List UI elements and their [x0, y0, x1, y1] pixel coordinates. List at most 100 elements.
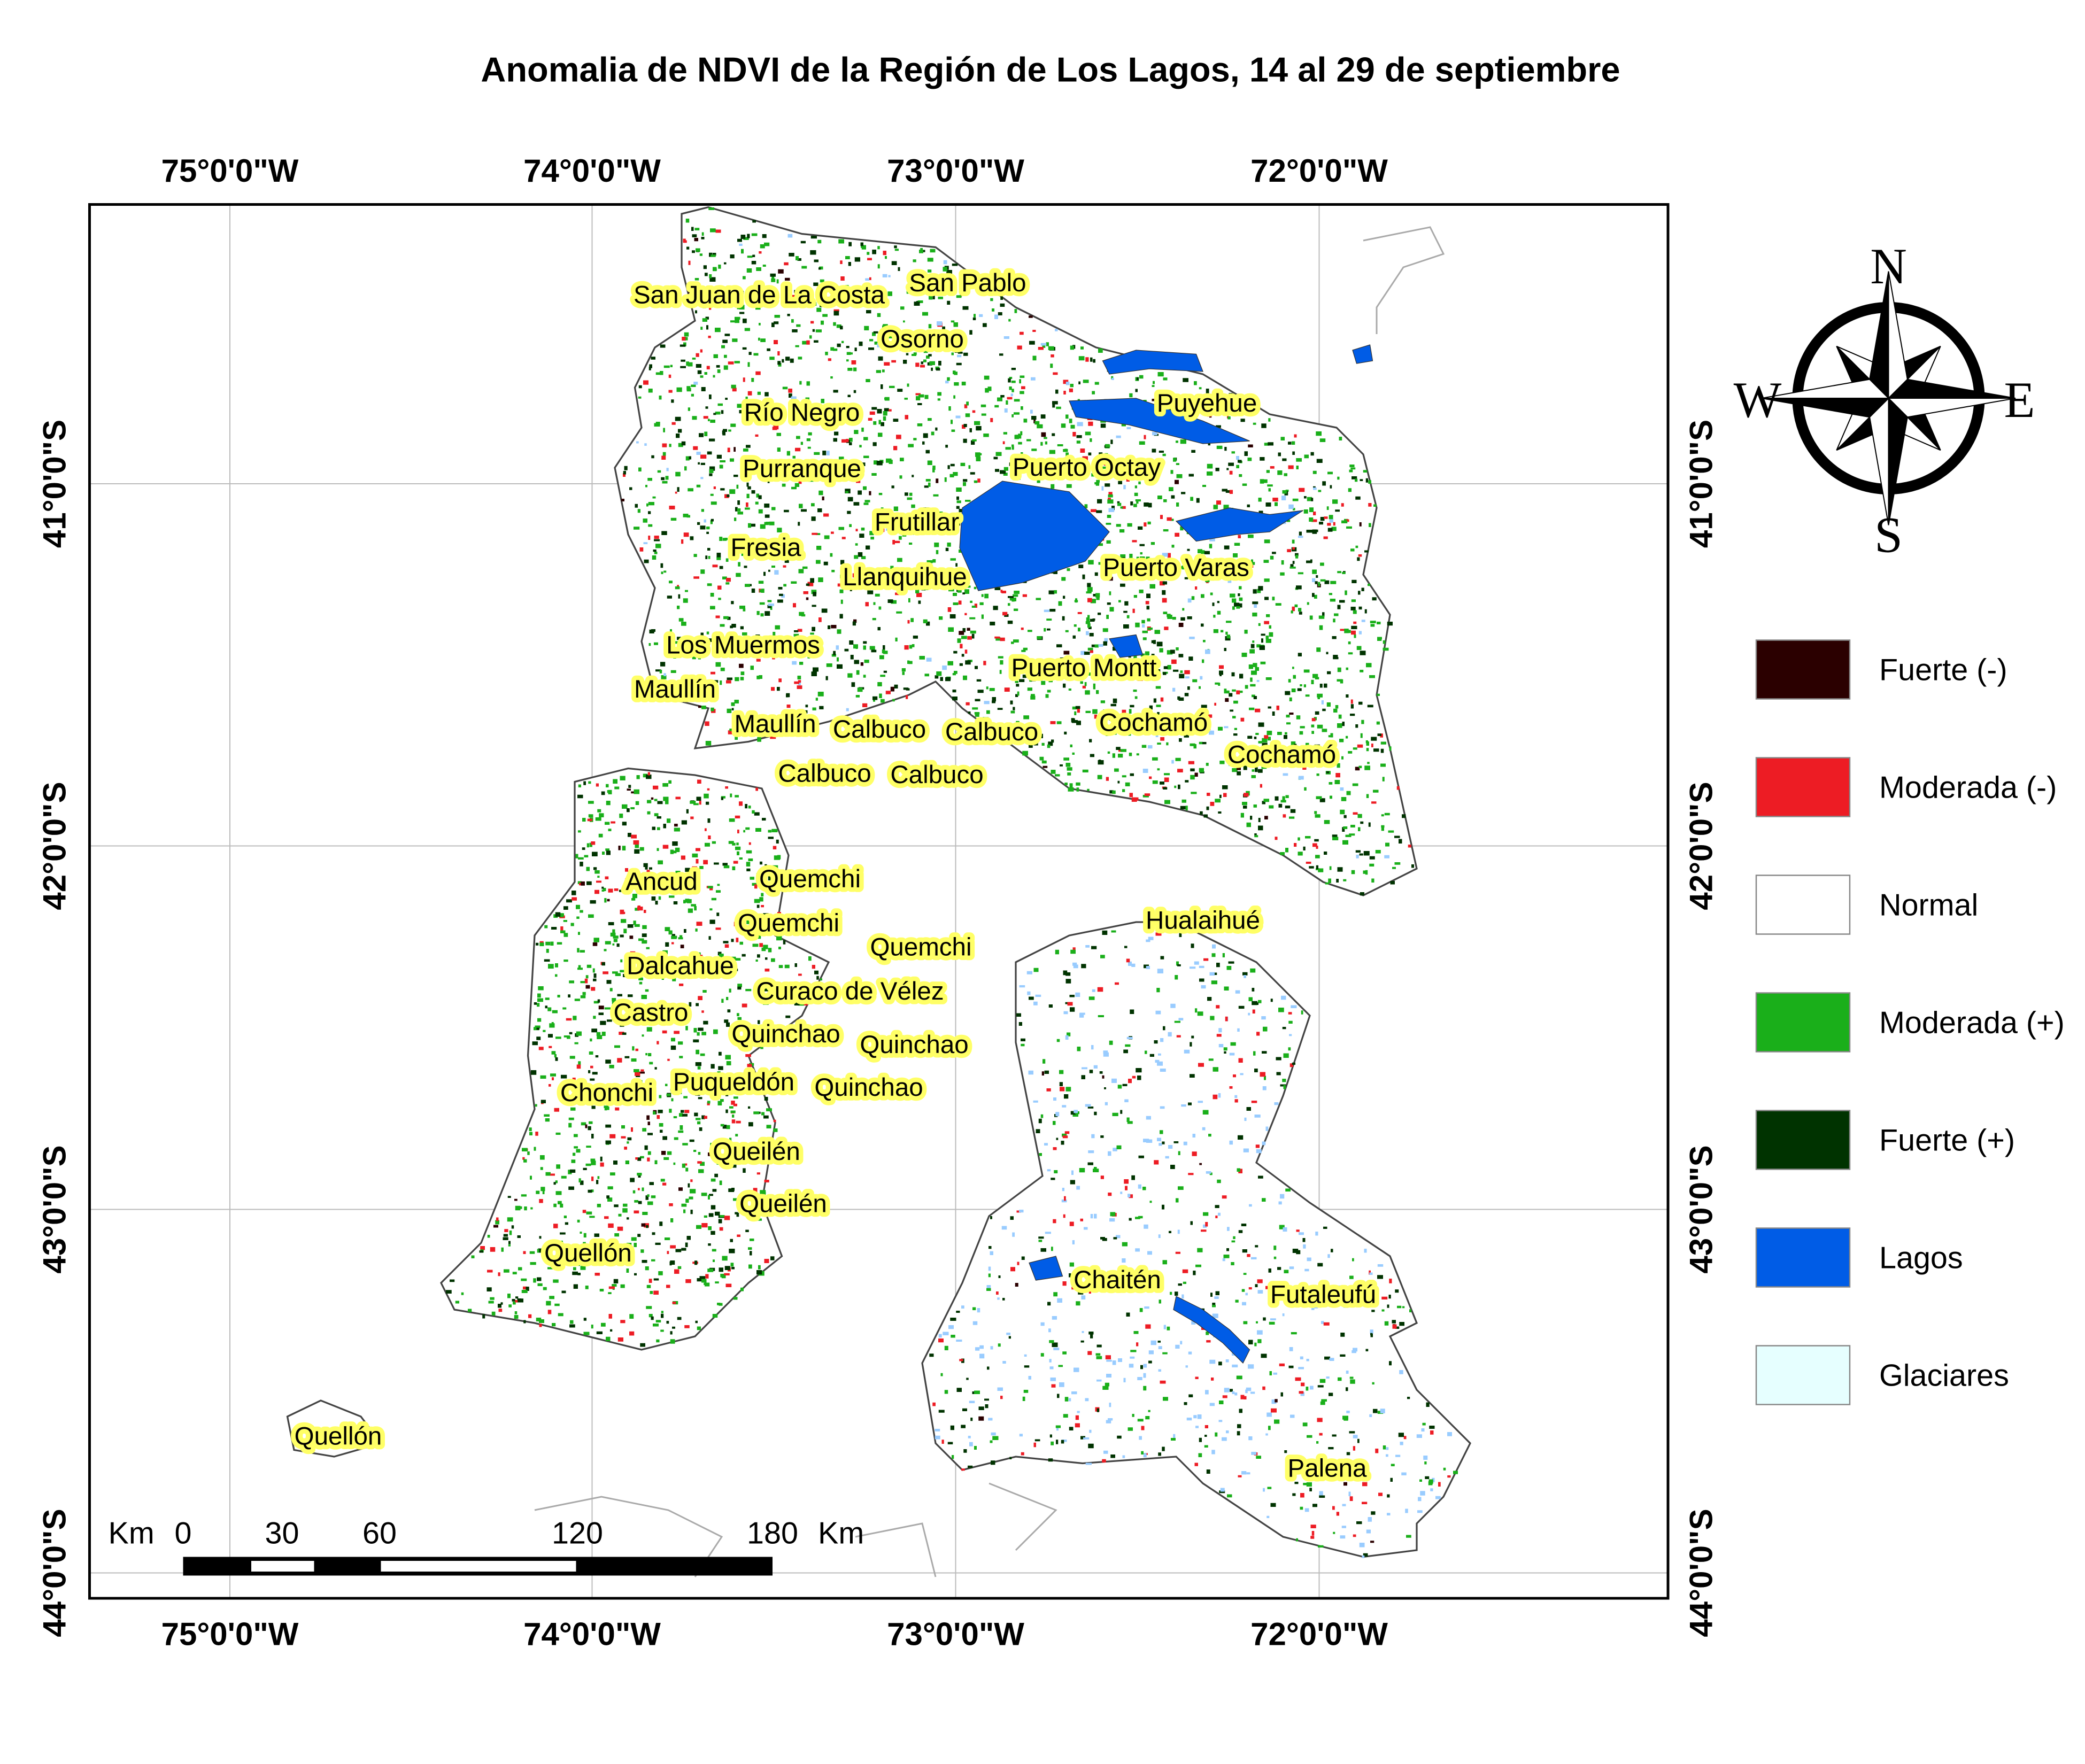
- ndvi-pixel: [697, 1161, 702, 1164]
- ndvi-pixel: [588, 1189, 592, 1193]
- ndvi-pixel: [1163, 1026, 1165, 1031]
- ndvi-pixel: [1242, 972, 1248, 976]
- ndvi-pixel: [1088, 672, 1094, 676]
- ndvi-pixel: [654, 879, 659, 881]
- ndvi-pixel: [818, 413, 822, 416]
- ndvi-pixel: [936, 274, 941, 277]
- ndvi-pixel: [1292, 561, 1295, 564]
- ndvi-pixel: [1014, 399, 1020, 402]
- ndvi-pixel: [1226, 621, 1232, 623]
- ndvi-pixel: [1305, 694, 1310, 697]
- ndvi-pixel: [1253, 1051, 1256, 1056]
- ndvi-pixel: [1358, 591, 1361, 595]
- ndvi-pixel: [1251, 559, 1253, 563]
- ndvi-pixel: [1086, 591, 1092, 594]
- ndvi-pixel: [631, 1237, 637, 1241]
- ndvi-pixel: [1258, 741, 1262, 744]
- ndvi-pixel: [681, 1110, 684, 1113]
- ndvi-pixel: [979, 602, 984, 605]
- ndvi-pixel: [635, 1098, 639, 1101]
- ndvi-pixel: [661, 477, 665, 481]
- ndvi-pixel: [1037, 479, 1040, 483]
- ndvi-pixel: [1023, 1390, 1029, 1393]
- ndvi-pixel: [1292, 539, 1295, 544]
- ndvi-pixel: [974, 604, 977, 608]
- ndvi-pixel: [1339, 600, 1345, 603]
- ndvi-pixel: [1073, 964, 1078, 969]
- ndvi-pixel: [577, 1262, 580, 1266]
- ndvi-pixel: [1265, 1286, 1268, 1289]
- ndvi-pixel: [718, 598, 721, 600]
- ndvi-pixel: [910, 618, 914, 622]
- ndvi-pixel: [1136, 500, 1139, 504]
- legend-swatch: [1755, 1345, 1851, 1405]
- ndvi-pixel: [701, 509, 704, 512]
- ndvi-pixel: [1126, 1036, 1133, 1040]
- ndvi-pixel: [731, 624, 736, 628]
- ndvi-pixel: [678, 1130, 684, 1133]
- ndvi-pixel: [1055, 1112, 1060, 1117]
- ndvi-pixel: [1292, 606, 1295, 612]
- ndvi-pixel: [793, 633, 799, 637]
- ndvi-pixel: [673, 850, 677, 854]
- ndvi-pixel: [731, 601, 734, 605]
- ndvi-pixel: [698, 705, 701, 708]
- ndvi-pixel: [906, 353, 909, 355]
- ndvi-pixel: [654, 539, 660, 541]
- ndvi-pixel: [1313, 488, 1317, 490]
- ndvi-pixel: [685, 590, 689, 592]
- ndvi-pixel: [606, 1243, 611, 1246]
- ndvi-pixel: [1031, 694, 1035, 697]
- ndvi-pixel: [623, 473, 626, 477]
- ndvi-pixel: [669, 1109, 672, 1113]
- ndvi-pixel: [1236, 465, 1239, 468]
- lon-label: 74°0'0"W: [523, 153, 661, 189]
- ndvi-pixel: [675, 796, 681, 800]
- ndvi-pixel: [921, 519, 925, 522]
- ndvi-pixel: [1046, 618, 1052, 621]
- ndvi-pixel: [959, 663, 963, 666]
- ndvi-pixel: [1109, 717, 1113, 721]
- ndvi-pixel: [1096, 510, 1102, 513]
- ndvi-pixel: [956, 488, 962, 492]
- ndvi-pixel: [1048, 741, 1053, 746]
- lon-label: 72°0'0"W: [1250, 1616, 1388, 1652]
- ndvi-pixel: [1387, 1513, 1391, 1515]
- ndvi-pixel: [805, 705, 808, 708]
- ndvi-pixel: [1288, 442, 1292, 445]
- ndvi-pixel: [1155, 1059, 1160, 1063]
- ndvi-pixel: [1183, 1141, 1187, 1146]
- ndvi-pixel: [1243, 1273, 1247, 1275]
- ndvi-pixel: [979, 314, 983, 317]
- ndvi-pixel: [674, 1269, 679, 1274]
- ndvi-pixel: [523, 1286, 527, 1290]
- ndvi-pixel: [1225, 490, 1230, 493]
- ndvi-pixel: [514, 1311, 518, 1314]
- ndvi-pixel: [745, 1054, 751, 1057]
- ndvi-pixel: [573, 1016, 577, 1020]
- ndvi-pixel: [1084, 652, 1090, 655]
- ndvi-pixel: [624, 1147, 627, 1150]
- ndvi-pixel: [531, 1070, 537, 1075]
- ndvi-pixel: [503, 1234, 508, 1237]
- ndvi-pixel: [1011, 389, 1014, 392]
- ndvi-pixel: [1264, 816, 1268, 819]
- ndvi-pixel: [1182, 566, 1185, 570]
- ndvi-pixel: [673, 655, 676, 659]
- ndvi-pixel: [1346, 1452, 1350, 1456]
- town-label: Quemchi: [738, 909, 839, 938]
- ndvi-pixel: [558, 1201, 562, 1204]
- ndvi-pixel: [691, 384, 696, 387]
- ndvi-pixel: [951, 352, 954, 355]
- ndvi-pixel: [719, 465, 723, 469]
- ndvi-pixel: [746, 862, 751, 866]
- ndvi-pixel: [634, 527, 640, 530]
- ndvi-pixel: [1047, 1302, 1051, 1306]
- ndvi-pixel: [1352, 579, 1357, 583]
- ndvi-pixel: [1288, 1047, 1291, 1051]
- ndvi-pixel: [1244, 1117, 1247, 1121]
- ndvi-pixel: [1076, 721, 1081, 725]
- ndvi-pixel: [1019, 1210, 1024, 1213]
- neighbor-coast-line: [534, 1482, 1057, 1577]
- ndvi-pixel: [981, 413, 986, 416]
